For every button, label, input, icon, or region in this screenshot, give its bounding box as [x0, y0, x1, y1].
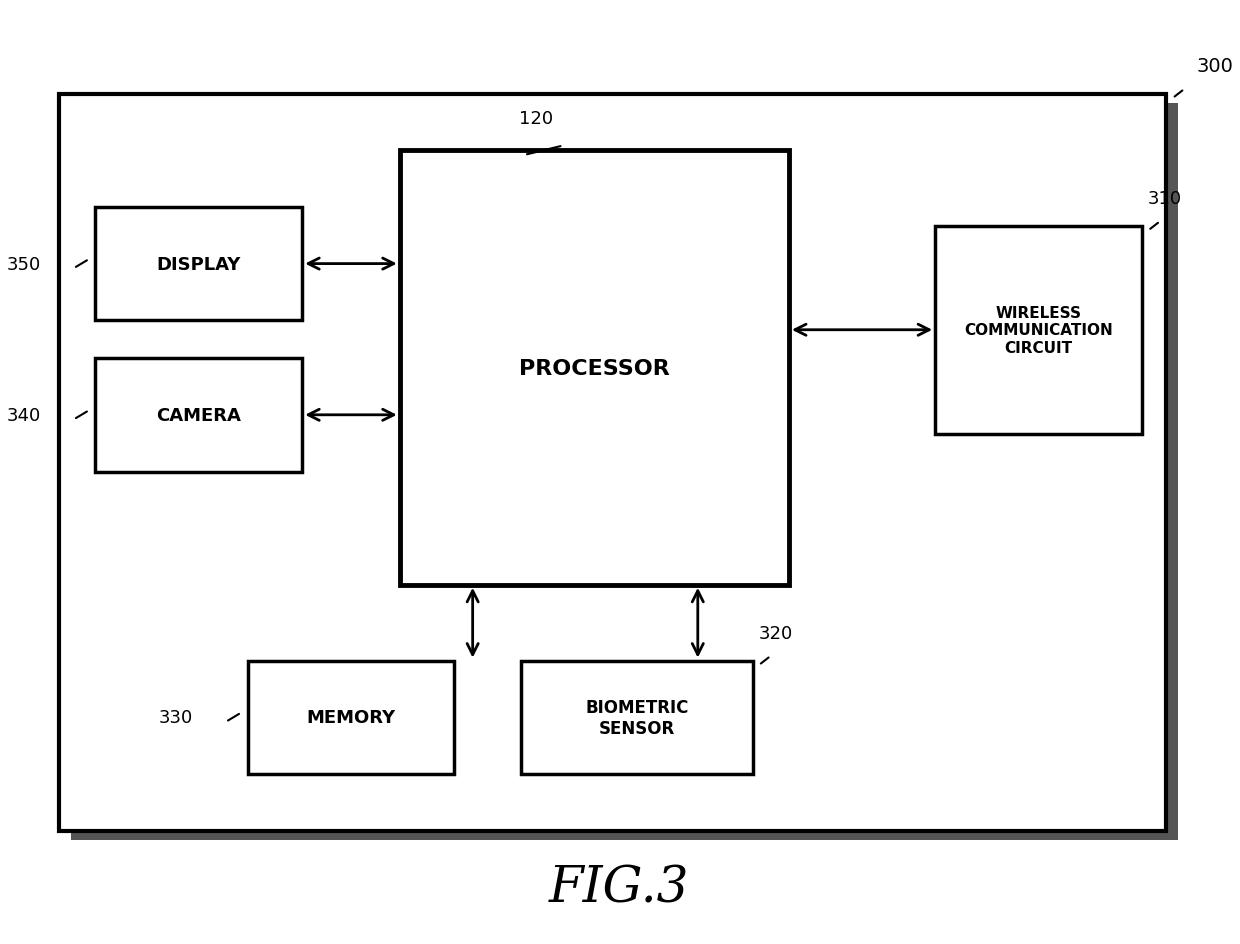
- FancyBboxPatch shape: [248, 661, 454, 774]
- FancyBboxPatch shape: [95, 359, 303, 472]
- Text: MEMORY: MEMORY: [306, 708, 396, 727]
- Text: BIOMETRIC
SENSOR: BIOMETRIC SENSOR: [585, 698, 688, 737]
- Text: CAMERA: CAMERA: [156, 406, 242, 425]
- Text: DISPLAY: DISPLAY: [156, 255, 241, 274]
- Text: WIRELESS
COMMUNICATION
CIRCUIT: WIRELESS COMMUNICATION CIRCUIT: [965, 306, 1114, 355]
- Text: 310: 310: [1148, 190, 1182, 208]
- FancyBboxPatch shape: [60, 94, 1167, 831]
- FancyBboxPatch shape: [257, 668, 464, 782]
- FancyBboxPatch shape: [945, 234, 1152, 442]
- FancyBboxPatch shape: [935, 227, 1142, 434]
- Text: 350: 350: [6, 255, 41, 274]
- FancyBboxPatch shape: [521, 661, 753, 774]
- Text: 330: 330: [159, 708, 192, 727]
- FancyBboxPatch shape: [105, 215, 312, 329]
- Text: 320: 320: [759, 624, 792, 642]
- Text: 120: 120: [518, 110, 553, 127]
- Text: PROCESSOR: PROCESSOR: [520, 358, 670, 379]
- Text: 340: 340: [6, 406, 41, 425]
- FancyBboxPatch shape: [71, 104, 1178, 840]
- FancyBboxPatch shape: [105, 366, 312, 480]
- Text: FIG.3: FIG.3: [548, 863, 689, 912]
- FancyBboxPatch shape: [399, 151, 789, 585]
- FancyBboxPatch shape: [409, 159, 799, 593]
- Text: 300: 300: [1197, 57, 1234, 76]
- FancyBboxPatch shape: [95, 208, 303, 321]
- FancyBboxPatch shape: [531, 668, 763, 782]
